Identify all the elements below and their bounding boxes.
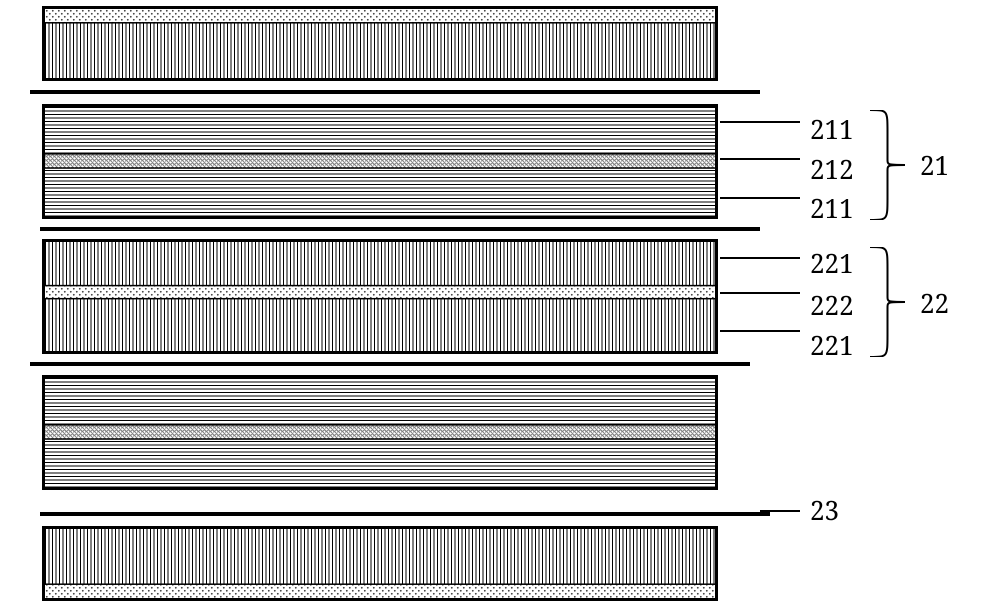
sep-4	[40, 512, 770, 516]
layer-group-22	[42, 239, 718, 354]
cross-section-diagram	[30, 5, 730, 602]
brace-icon	[870, 247, 905, 357]
leader-line	[720, 257, 800, 259]
callout-211-0: 211	[810, 116, 854, 142]
leader-line	[720, 121, 800, 123]
group-label-22: 22	[920, 290, 949, 316]
layer-top-cap	[42, 6, 718, 81]
leader-line	[720, 330, 800, 332]
layer-bottom-cap	[42, 526, 718, 601]
callout-211-2: 211	[810, 195, 854, 221]
layer-group-21-repeat	[42, 375, 718, 490]
callout-222-4: 222	[810, 292, 854, 318]
sep-2	[40, 227, 760, 231]
sep-3	[30, 362, 750, 366]
leader-line	[720, 292, 800, 294]
sep-1	[30, 90, 760, 94]
callout-23: 23	[810, 497, 839, 523]
leader-line	[720, 197, 800, 199]
leader-line	[720, 158, 800, 160]
leader-line	[760, 510, 800, 512]
callout-212-1: 212	[810, 156, 854, 182]
layer-group-21	[42, 104, 718, 219]
callout-221-3: 221	[810, 250, 854, 276]
callout-221-5: 221	[810, 332, 854, 358]
group-label-21: 21	[920, 152, 949, 178]
brace-icon	[870, 110, 905, 220]
